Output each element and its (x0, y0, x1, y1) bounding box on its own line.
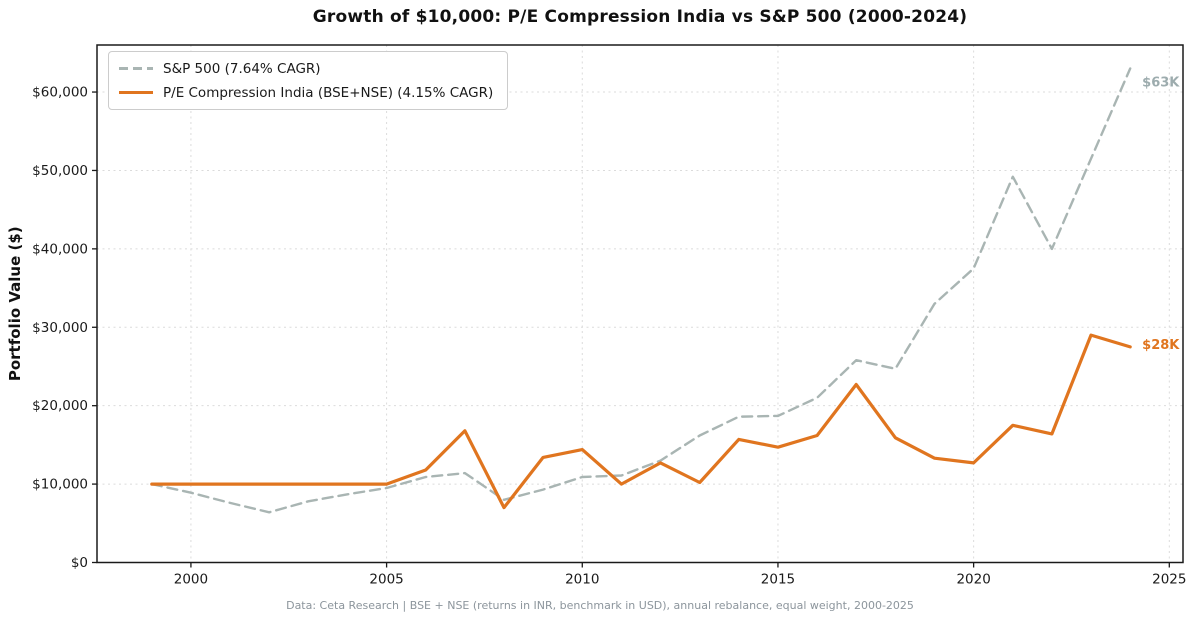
legend-label-sp500: S&P 500 (7.64% CAGR) (163, 60, 321, 77)
end-value-annotation-63k: $63K (1142, 76, 1180, 91)
plot-border (96, 44, 1184, 564)
chart-title: Growth of $10,000: P/E Compression India… (312, 7, 968, 27)
x-tick-label: 2015 (761, 572, 795, 588)
sp500-dashed-line-swatch (119, 67, 153, 70)
legend-label-india: P/E Compression India (BSE+NSE) (4.15% C… (163, 84, 494, 101)
y-tick-label: $20,000 (32, 398, 88, 414)
y-tick-label: $60,000 (32, 85, 88, 101)
legend-item-india: P/E Compression India (BSE+NSE) (4.15% C… (119, 83, 493, 102)
sp500-line (150, 67, 1132, 514)
y-tick-label: $10,000 (32, 477, 88, 493)
x-tick-label: 2025 (1152, 572, 1186, 588)
y-axis-label: Portfolio Value ($) (6, 226, 24, 381)
x-tick-label: 2020 (956, 572, 990, 588)
x-tick-label: 2010 (565, 572, 599, 588)
y-tick-label: $0 (71, 555, 88, 571)
end-value-annotation-28k: $28K (1142, 338, 1180, 353)
y-tick-label: $40,000 (32, 241, 88, 257)
legend-box: S&P 500 (7.64% CAGR) P/E Compression Ind… (108, 51, 509, 110)
y-tick-label: $50,000 (32, 163, 88, 179)
india-line (150, 333, 1132, 510)
legend-item-sp500: S&P 500 (7.64% CAGR) (119, 59, 493, 78)
india-solid-line-swatch (119, 91, 153, 94)
source-caption: Data: Ceta Research | BSE + NSE (returns… (286, 599, 914, 612)
y-tick-label: $30,000 (32, 320, 88, 336)
x-tick-label: 2005 (369, 572, 403, 588)
x-tick-label: 2000 (174, 572, 208, 588)
